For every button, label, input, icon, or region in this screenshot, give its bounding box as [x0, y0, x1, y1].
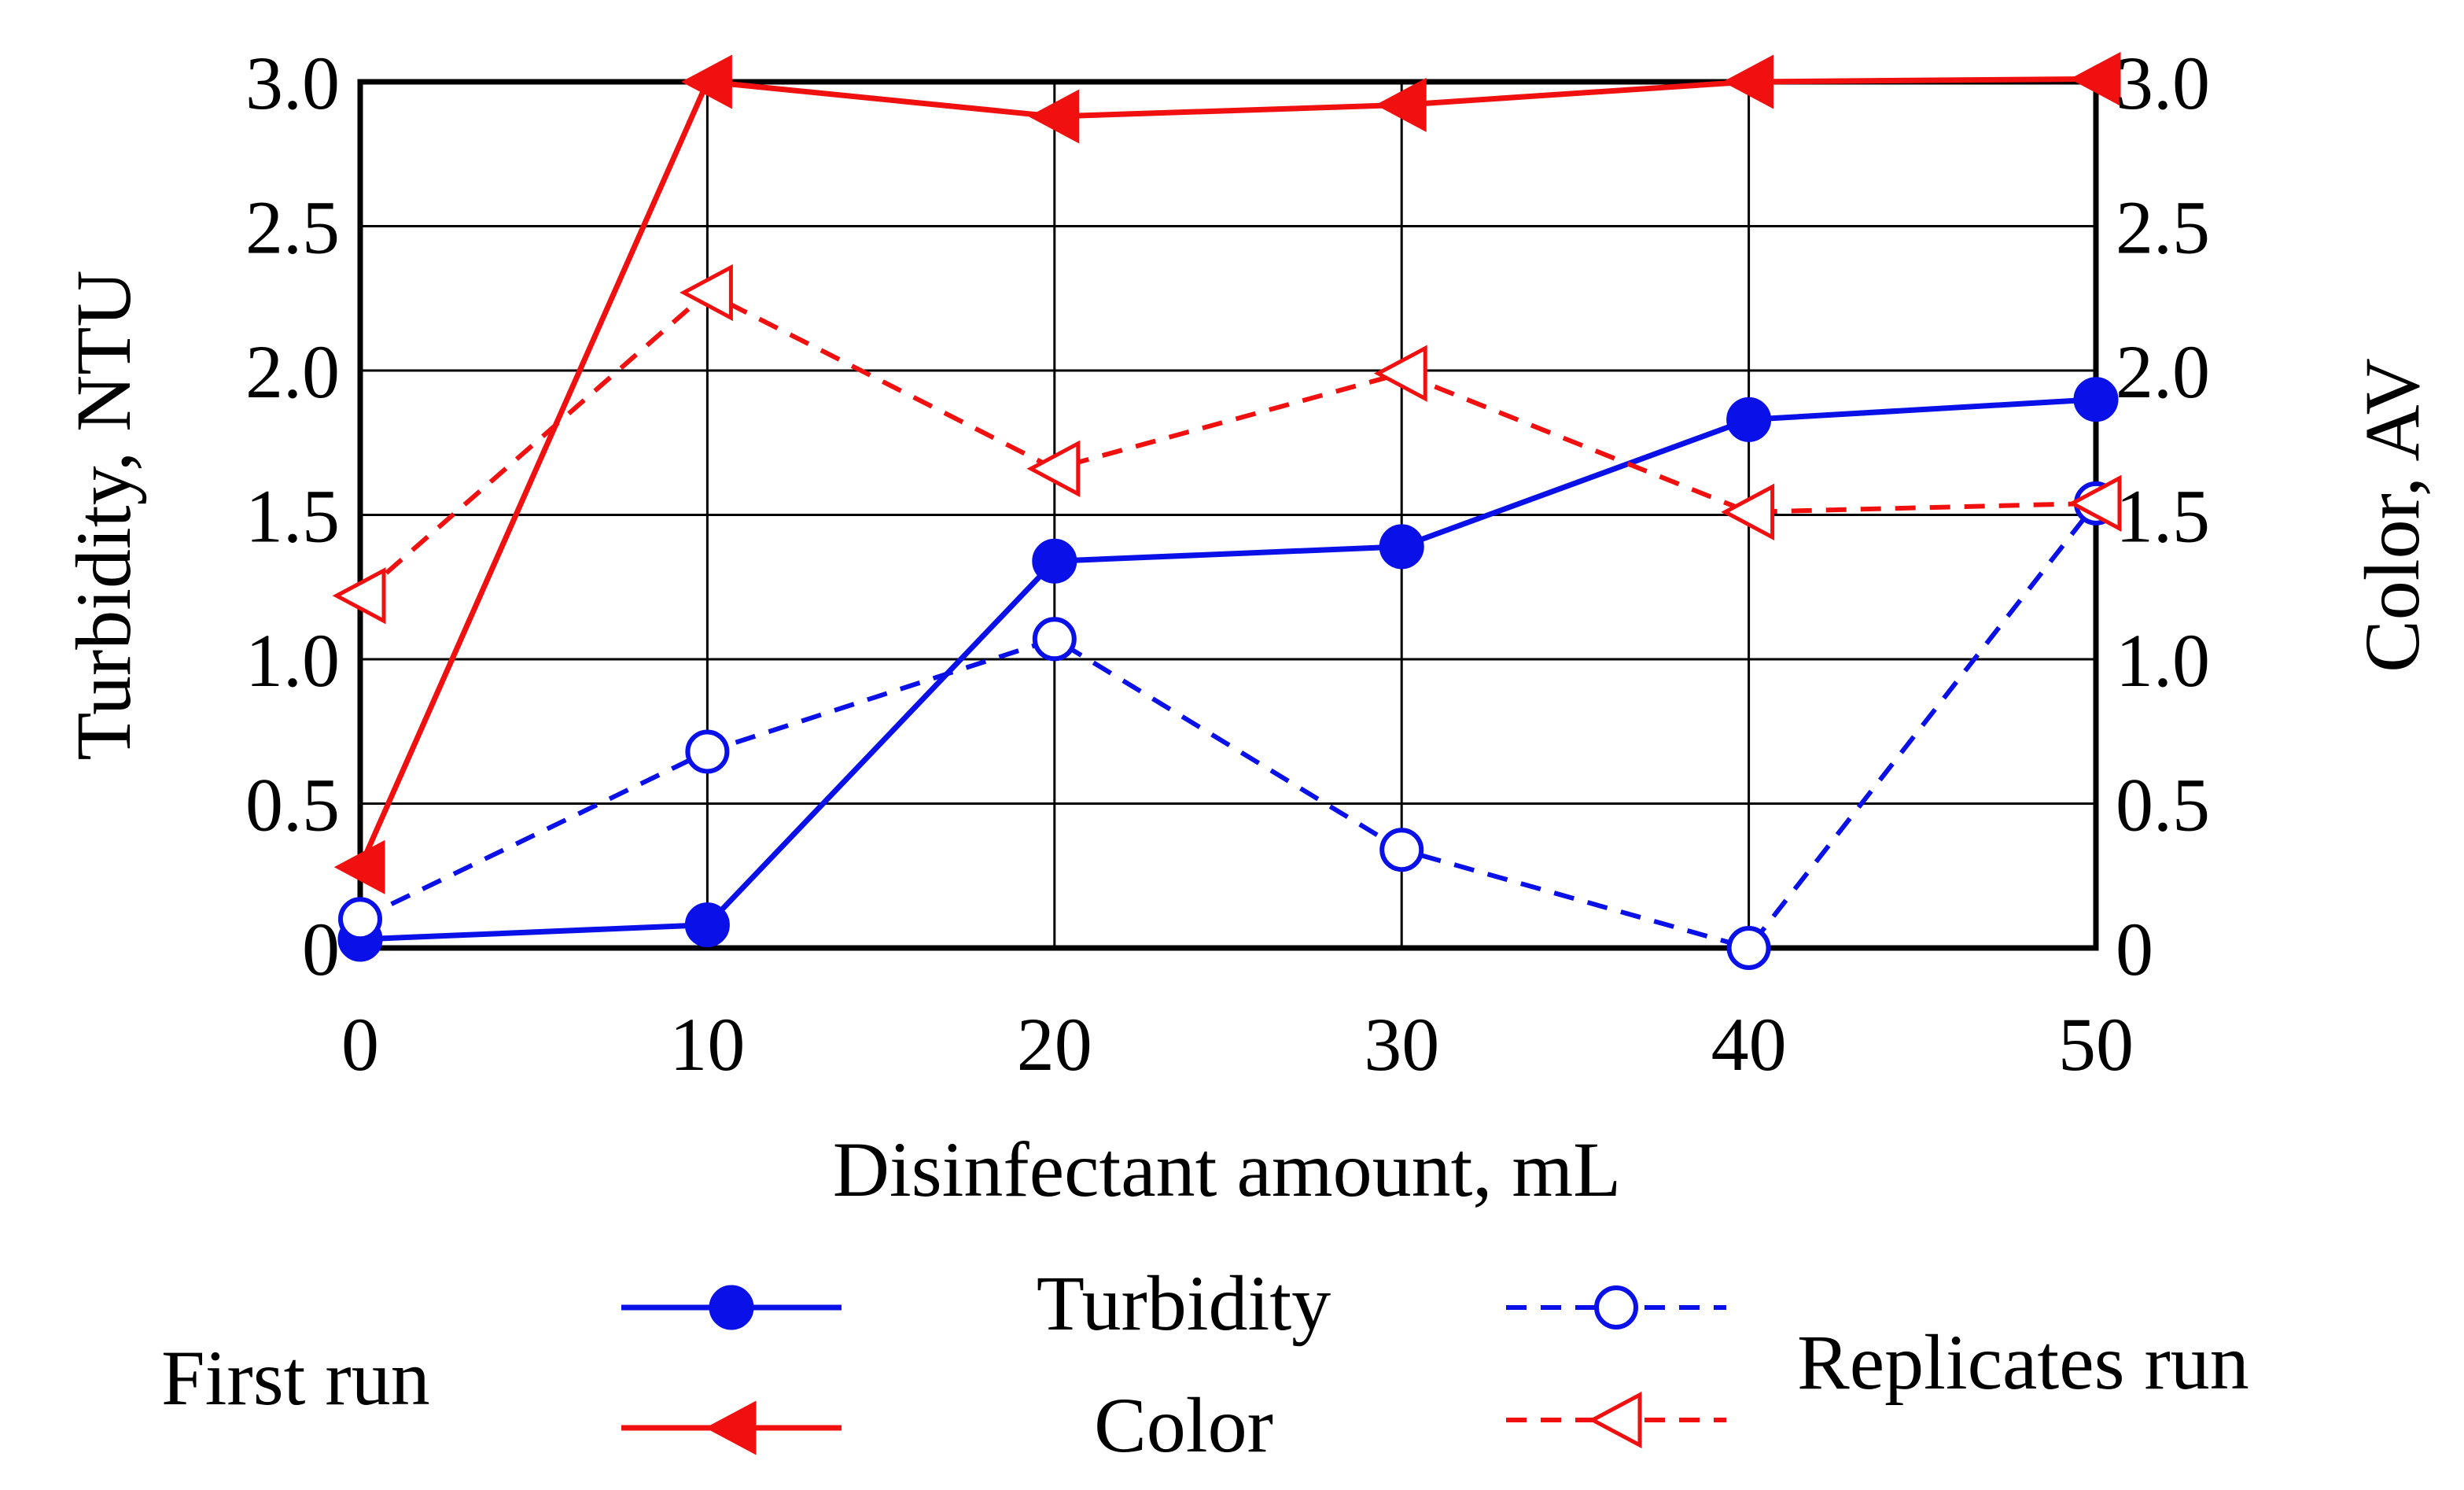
x-axis-title: Disinfectant amount, mL — [833, 1126, 1622, 1213]
x-tick-label: 10 — [669, 1002, 745, 1086]
y-axis-title-right: Color, AV — [2348, 358, 2436, 673]
series-line — [359, 396, 2097, 942]
y-tick-label-left: 0.5 — [245, 763, 340, 847]
data-point — [2069, 51, 2121, 106]
legend-swatch-marker — [1594, 1285, 1638, 1330]
series-line — [359, 290, 2097, 598]
legend-first-run-label: First run — [161, 1334, 430, 1422]
data-point — [1373, 345, 1427, 402]
grid — [359, 80, 2098, 950]
data-point — [1032, 538, 1077, 584]
y-tick-label-right: 0.5 — [2116, 763, 2210, 847]
series-line — [359, 501, 2098, 950]
data-point — [1032, 617, 1077, 662]
x-tick-label: 40 — [1711, 1002, 1787, 1086]
data-point — [1379, 524, 1424, 570]
y-tick-label-right: 0 — [2116, 907, 2153, 991]
legend-swatch-marker — [1588, 1391, 1642, 1449]
legend-color-label: Color — [1094, 1381, 1273, 1469]
y-tick-label-left: 2.5 — [245, 186, 340, 270]
data-point — [2068, 474, 2122, 532]
series-0 — [337, 377, 2119, 962]
x-tick-label: 0 — [341, 1002, 379, 1086]
x-tick-label: 20 — [1017, 1002, 1092, 1086]
y-tick-label-left: 1.0 — [245, 618, 340, 703]
y-tick-label-right: 1.5 — [2116, 474, 2210, 559]
data-point — [681, 54, 732, 109]
x-tick-label: 30 — [1364, 1002, 1439, 1086]
data-point — [1376, 77, 1427, 132]
series-line — [357, 76, 2097, 869]
series-1 — [333, 51, 2121, 894]
data-point — [2073, 377, 2119, 422]
y-tick-label-right: 3.0 — [2116, 41, 2210, 125]
y-tick-label-left: 1.5 — [245, 474, 340, 559]
data-point — [333, 839, 385, 894]
legend: First run Turbidity Color Replicates run — [161, 1259, 2249, 1469]
x-tick-label: 50 — [2058, 1002, 2134, 1086]
legend-swatches — [621, 1285, 1726, 1455]
data-point — [1026, 440, 1081, 497]
data-point — [1721, 483, 1775, 540]
data-point — [1028, 89, 1080, 144]
y-tick-label-left: 0 — [302, 907, 340, 991]
data-point — [1722, 54, 1774, 109]
legend-swatch-marker — [705, 1400, 757, 1455]
data-point — [680, 264, 733, 322]
data-point — [332, 567, 386, 625]
legend-turbidity-label: Turbidity — [1037, 1259, 1331, 1347]
data-point — [1726, 926, 1771, 970]
y-tick-label-right: 2.5 — [2116, 186, 2210, 270]
data-point — [684, 902, 730, 948]
series-3 — [332, 264, 2122, 625]
series-layer — [332, 51, 2122, 970]
data-point — [1379, 828, 1424, 872]
y-tick-label-left: 3.0 — [245, 41, 340, 125]
tick-layer: 0 10 20 30 40 500 00.5 0.51.0 1.01.5 1.52.0 2.02.5… — [245, 41, 2210, 1086]
data-point — [338, 897, 382, 942]
y-tick-label-left: 2.0 — [245, 330, 340, 414]
y-axis-title-left: Turbidity, NTU — [60, 270, 147, 760]
data-point — [685, 729, 730, 774]
legend-swatch-marker — [709, 1285, 754, 1330]
y-tick-label-right: 2.0 — [2116, 330, 2210, 414]
data-point — [1726, 396, 1772, 442]
legend-replicates-run-label: Replicates run — [1797, 1319, 2249, 1406]
y-tick-label-right: 1.0 — [2116, 618, 2210, 703]
